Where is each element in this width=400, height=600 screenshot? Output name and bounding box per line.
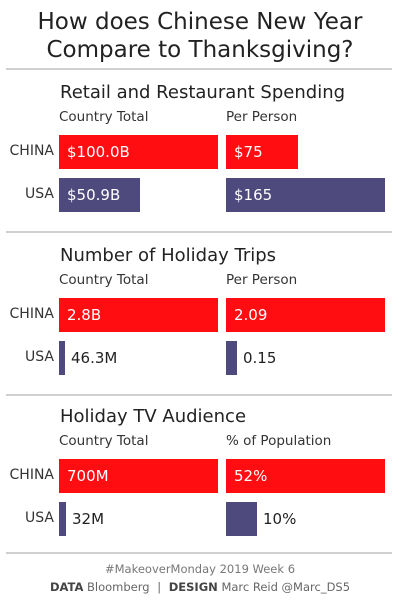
bar [226,298,385,332]
section-title: Holiday TV Audience [60,406,247,427]
divider [6,68,392,70]
data-label: 700M [67,467,109,485]
column-header: Country Total [59,433,149,449]
row-label: CHINA [9,306,54,322]
column-header: Country Total [59,272,149,288]
data-label: $100.0B [67,143,130,161]
bar [226,502,257,536]
column-header: Country Total [59,109,149,125]
footer-data-source: Bloomberg [87,580,150,594]
data-label: 10% [263,510,297,528]
column-header: % of Population [226,433,332,449]
title-line-2: Compare to Thanksgiving? [46,37,354,63]
bar [59,135,218,169]
data-label: 46.3M [71,349,118,367]
data-label: 32M [72,510,105,528]
data-label: $165 [234,186,273,204]
row-label: USA [25,510,54,526]
data-label: 52% [234,467,268,485]
title-line-1: How does Chinese New Year [37,9,363,35]
divider [6,231,392,233]
divider [6,552,392,554]
bar [59,178,140,212]
footer-data-label: DATA [49,580,84,594]
row-label: USA [25,186,54,202]
bar [59,459,218,493]
bar [59,298,218,332]
page-title: How does Chinese New Year Compare to Tha… [0,8,400,64]
data-label: $75 [234,143,263,161]
footer-separator: | [157,580,162,594]
footer-hashtag: #MakeoverMonday 2019 Week 6 [104,562,296,576]
column-header: Per Person [226,109,298,125]
row-label: CHINA [9,143,54,159]
column-header: Per Person [226,272,298,288]
footer-design-label: DESIGN [168,580,218,594]
section-title: Number of Holiday Trips [60,245,277,266]
data-label: $50.9B [67,186,121,204]
bar [226,459,385,493]
footer-credits: DATA Bloomberg | DESIGN Marc Reid @Marc_… [0,580,400,594]
bar [226,135,298,169]
divider [6,394,392,396]
data-label: 0.15 [243,349,277,367]
row-label: USA [25,349,54,365]
data-label: 2.8B [67,306,102,324]
bar [59,502,66,536]
bar [226,178,385,212]
bar [59,341,65,375]
row-label: CHINA [9,467,54,483]
data-label: 2.09 [234,306,268,324]
bar [226,341,237,375]
footer-design-credit: Marc Reid @Marc_DS5 [221,580,351,594]
section-title: Retail and Restaurant Spending [60,82,346,103]
